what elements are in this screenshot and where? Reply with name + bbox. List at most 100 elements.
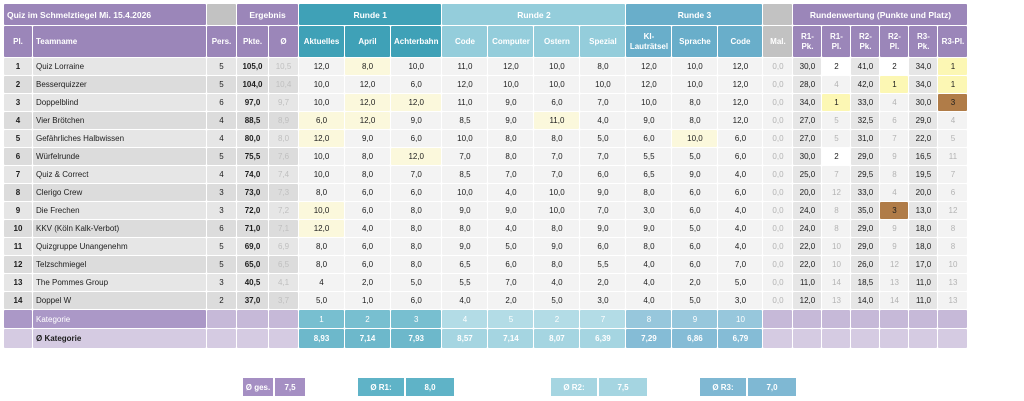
score-code-r2: 6,5	[442, 256, 488, 273]
score-code-r3: 6,0	[718, 130, 763, 147]
score-code-r2: 10,0	[442, 184, 488, 201]
points-cell: 71,0	[237, 220, 268, 237]
kategorie-value: 9	[672, 310, 718, 328]
round-score-r2pk: 33,0	[851, 184, 880, 201]
score-ostern: 8,0	[534, 220, 580, 237]
col-pl: Pl.	[4, 26, 32, 57]
score-spezial: 7,0	[580, 202, 626, 219]
avg-r1-label: Ø R1:	[358, 378, 404, 396]
score-ostern: 4,0	[534, 274, 580, 291]
score-ki-lautraetsel: 12,0	[626, 58, 672, 75]
avg-r1-value: 8,0	[406, 378, 454, 396]
score-code-r2: 12,0	[442, 76, 488, 93]
col-r2-pk: R2-Pk.	[851, 26, 880, 57]
kategorie-value: 5	[488, 310, 534, 328]
round-score-r3pl: 8	[938, 220, 968, 237]
col-achterbahn: Achterbahn	[391, 26, 442, 57]
malus-cell: 0,0	[763, 166, 793, 183]
average-cell: 4,1	[269, 274, 298, 291]
col-mal: Mal.	[763, 26, 793, 57]
table-row[interactable]: 9 Die Frechen 3 72,0 7,2 10,0 6,0 8,0 9,0 9,0 10,0…	[4, 202, 968, 219]
score-ki-lautraetsel: 6,5	[626, 166, 672, 183]
table-row[interactable]: 13 The Pommes Group 3 40,5 4,1 4 2,0 5,0 5,5 7,0 4…	[4, 274, 968, 291]
team-name-cell: Doppel W	[33, 292, 206, 309]
score-april: 8,0	[345, 166, 390, 183]
table-row[interactable]: 11 Quizgruppe Unangenehm 5 69,0 6,9 8,0 6,0 8,0…	[4, 238, 968, 255]
score-spezial: 4,0	[580, 112, 626, 129]
round-score-r3pl: 12	[938, 202, 968, 219]
round-score-r3pl: 8	[938, 238, 968, 255]
table-row[interactable]: 6 Würfelrunde 5 75,5 7,6 10,0 8,0 12,0 7,0 8,0 7,0…	[4, 148, 968, 165]
score-sprache: 2,0	[672, 274, 718, 291]
points-cell: 37,0	[237, 292, 268, 309]
score-aktuelles: 10,0	[299, 166, 344, 183]
score-computer: 9,0	[488, 112, 534, 129]
round-score-r3pk: 34,0	[909, 58, 938, 75]
score-aktuelles: 8,0	[299, 184, 344, 201]
round-score-r2pl: 14	[880, 292, 909, 309]
round-score-r3pk: 30,0	[909, 94, 938, 111]
table-row[interactable]: 3 Doppelblind 6 97,0 9,7 10,0 12,0 12,0 11,0 9,0 6…	[4, 94, 968, 111]
avg-total-value: 7,5	[275, 378, 305, 396]
round-score-r2pl: 4	[880, 94, 909, 111]
round-score-r3pk: 11,0	[909, 274, 938, 291]
score-achterbahn: 6,0	[391, 292, 442, 309]
round-score-r2pk: 18,5	[851, 274, 880, 291]
average-cell: 7,1	[269, 220, 298, 237]
score-aktuelles: 5,0	[299, 292, 344, 309]
score-computer: 4,0	[488, 220, 534, 237]
points-cell: 105,0	[237, 58, 268, 75]
score-achterbahn: 5,0	[391, 274, 442, 291]
score-computer: 5,0	[488, 238, 534, 255]
table-row[interactable]: 4 Vier Brötchen 4 88,5 8,9 6,0 12,0 9,0 8,5 9,0 11…	[4, 112, 968, 129]
kategorie-value: 1	[299, 310, 344, 328]
table-row[interactable]: 12 Telzschmiegel 5 65,0 6,5 8,0 6,0 8,0 6,5 6,0 8,…	[4, 256, 968, 273]
points-cell: 73,0	[237, 184, 268, 201]
round-score-r3pl: 3	[938, 94, 968, 111]
score-computer: 8,0	[488, 148, 534, 165]
kategorie-value: 2	[534, 310, 580, 328]
average-cell: 6,5	[269, 256, 298, 273]
avg-kategorie-value: 8,93	[299, 329, 344, 348]
score-achterbahn: 10,0	[391, 58, 442, 75]
table-row[interactable]: 14 Doppel W 2 37,0 3,7 5,0 1,0 6,0 4,0 2,0 5,0 3,0 4…	[4, 292, 968, 309]
round-score-r1pk: 34,0	[793, 94, 822, 111]
score-sprache: 10,0	[672, 76, 718, 93]
round-score-r2pk: 29,0	[851, 220, 880, 237]
round-score-r1pk: 11,0	[793, 274, 822, 291]
team-name-cell: Doppelblind	[33, 94, 206, 111]
table-row[interactable]: 1 Quiz Lorraine 5 105,0 10,5 12,0 8,0 10,0 11,0 1…	[4, 58, 968, 75]
points-cell: 104,0	[237, 76, 268, 93]
table-row[interactable]: 8 Clerigo Crew 3 73,0 7,3 8,0 6,0 6,0 10,0 4,0 10,…	[4, 184, 968, 201]
round-score-r2pk: 26,0	[851, 256, 880, 273]
round-score-r3pk: 13,0	[909, 202, 938, 219]
score-ki-lautraetsel: 9,0	[626, 220, 672, 237]
score-achterbahn: 7,0	[391, 166, 442, 183]
round-score-r1pk: 25,0	[793, 166, 822, 183]
table-row[interactable]: 2 Besserquizzer 5 104,0 10,4 10,0 12,0 6,0 12,0 1…	[4, 76, 968, 93]
col-ki-lautraetsel: KI-Lauträtsel	[626, 26, 672, 57]
round-score-r3pk: 18,0	[909, 238, 938, 255]
average-cell: 10,4	[269, 76, 298, 93]
malus-cell: 0,0	[763, 112, 793, 129]
score-code-r3: 5,0	[718, 274, 763, 291]
team-name-cell: Telzschmiegel	[33, 256, 206, 273]
score-sprache: 8,0	[672, 112, 718, 129]
table-row[interactable]: 10 KKV (Köln Kalk-Verbot) 6 71,0 7,1 12,0 4,0 8…	[4, 220, 968, 237]
persons-cell: 3	[207, 184, 236, 201]
score-ki-lautraetsel: 3,0	[626, 202, 672, 219]
col-pers: Pers.	[207, 26, 236, 57]
round-score-r1pk: 28,0	[793, 76, 822, 93]
runde1-header: Runde 1	[299, 4, 442, 25]
avg-r3-value: 7,0	[748, 378, 796, 396]
score-code-r2: 7,0	[442, 148, 488, 165]
score-code-r2: 4,0	[442, 292, 488, 309]
score-sprache: 6,0	[672, 256, 718, 273]
round-score-r1pl: 12	[822, 184, 851, 201]
table-row[interactable]: 7 Quiz & Correct 4 74,0 7,4 10,0 8,0 7,0 8,5 7,0 7…	[4, 166, 968, 183]
score-spezial: 6,0	[580, 166, 626, 183]
team-rows: 1 Quiz Lorraine 5 105,0 10,5 12,0 8,0 10,0 11,0 1…	[4, 58, 968, 309]
round-score-r3pk: 34,0	[909, 76, 938, 93]
table-row[interactable]: 5 Gefährliches Halbwissen 4 80,0 8,0 12,0 9,0 6…	[4, 130, 968, 147]
round-score-r1pl: 7	[822, 166, 851, 183]
